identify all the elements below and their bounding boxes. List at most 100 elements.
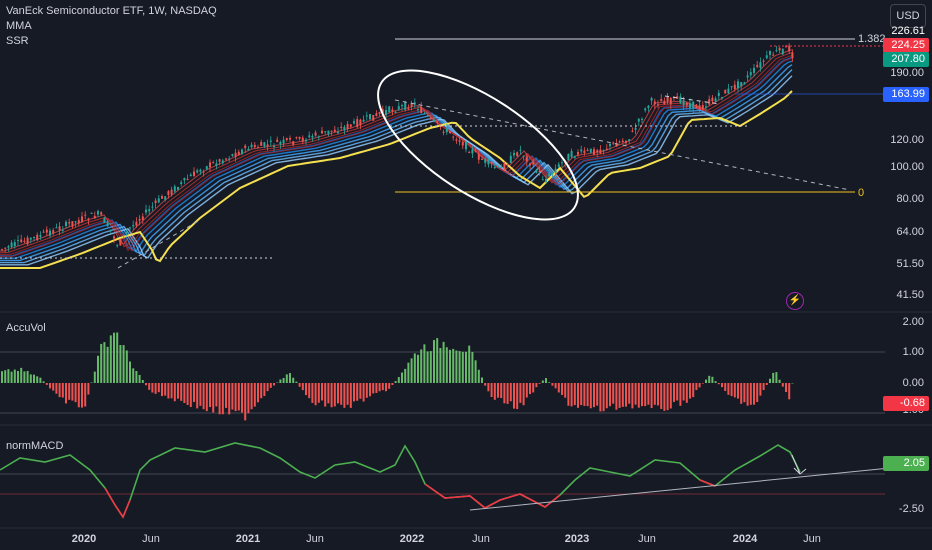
time-tick: Jun — [803, 533, 821, 545]
candle-body — [353, 121, 355, 124]
candle-body — [237, 151, 240, 156]
accuvol-bar — [119, 345, 122, 383]
accuvol-bar — [778, 379, 781, 383]
candle-body — [55, 227, 58, 229]
candle-body — [234, 152, 237, 158]
candle-body — [538, 170, 541, 172]
candle-body — [298, 136, 301, 139]
candle-body — [525, 156, 528, 162]
accuvol-bar — [497, 383, 499, 398]
accuvol-bar — [209, 383, 211, 408]
accuvol-bar — [109, 335, 112, 383]
accuvol-bar — [621, 383, 624, 407]
accuvol-bar — [724, 383, 727, 391]
candle-body — [61, 229, 64, 231]
indicator-mma-label[interactable]: MMA — [6, 20, 32, 32]
candle-body — [97, 211, 99, 215]
accuvol-bar — [391, 383, 394, 386]
candle-body — [122, 235, 125, 237]
accuvol-bar — [74, 383, 77, 403]
accuvol-bar — [589, 383, 592, 409]
accuvol-bar — [289, 373, 291, 383]
time-tick: 2020 — [71, 533, 97, 545]
accuvol-bar — [356, 383, 359, 401]
currency-button[interactable]: USD — [890, 4, 926, 28]
candle-body — [189, 174, 192, 177]
candle-body — [349, 124, 352, 127]
accuvol-bar — [49, 383, 51, 389]
mma-ribbon-line — [0, 60, 793, 259]
accuvol-bar — [490, 383, 493, 397]
accuvol-bar — [404, 368, 407, 383]
candle-body — [458, 140, 461, 142]
accuvol-bar — [13, 369, 16, 383]
candle-body — [615, 143, 618, 147]
candle-body — [397, 106, 400, 110]
candle-body — [119, 239, 122, 246]
accuvol-bar — [580, 383, 583, 406]
candle-body — [365, 115, 368, 117]
accuvol-bar — [663, 383, 666, 411]
candle-body — [145, 209, 147, 213]
accuvol-bar — [762, 383, 765, 391]
indicator-ssr-label[interactable]: SSR — [6, 35, 29, 47]
candle-body — [132, 225, 135, 227]
accuvol-bar — [609, 383, 611, 407]
accuvol-bar — [730, 383, 733, 397]
accuvol-bar — [673, 383, 675, 402]
candle-body — [577, 151, 579, 155]
accuvol-title[interactable]: AccuVol — [6, 322, 46, 334]
lightning-icon[interactable]: ⚡ — [786, 292, 804, 310]
accuvol-bar — [215, 383, 218, 407]
candle-body — [369, 114, 371, 120]
accuvol-bar — [253, 383, 256, 407]
candle-body — [529, 163, 531, 166]
accuvol-bar — [337, 383, 339, 404]
time-tick: 2021 — [235, 533, 261, 545]
candle-body — [193, 171, 195, 177]
candle-body — [743, 82, 746, 84]
accuvol-bar — [660, 383, 663, 409]
normmacd-title[interactable]: normMACD — [6, 440, 64, 452]
candle-body — [151, 206, 154, 208]
price-label-high: 226.61 — [891, 25, 925, 37]
accuvol-bar — [401, 372, 403, 383]
accuvol-bar — [641, 383, 643, 407]
accuvol-bar — [333, 383, 336, 407]
candle-body — [442, 131, 445, 133]
price-tick: 100.00 — [890, 161, 924, 173]
accuvol-bar — [129, 361, 131, 383]
accuvol-tick: 0.00 — [902, 377, 924, 389]
candle-body — [589, 148, 592, 153]
accuvol-bar — [548, 382, 551, 383]
accuvol-bar — [394, 381, 397, 383]
candle-body — [116, 245, 119, 247]
accuvol-bar — [365, 383, 368, 398]
accuvol-bar — [260, 383, 263, 399]
candle-body — [509, 155, 512, 163]
macd-last-label: 2.05 — [883, 456, 929, 471]
macd-trendline — [469, 467, 891, 511]
accuvol-bar — [721, 383, 723, 388]
accuvol-bar — [42, 381, 45, 383]
candle-body — [631, 130, 634, 132]
accuvol-bar — [785, 383, 787, 393]
accuvol-pane — [0, 332, 885, 421]
candle-body — [359, 119, 362, 126]
accuvol-bar — [100, 343, 103, 383]
accuvol-bar — [167, 383, 170, 399]
candle-body — [58, 226, 61, 231]
price-pane — [0, 38, 885, 269]
candle-body — [727, 88, 730, 94]
accuvol-bar — [26, 371, 29, 383]
candle-body — [225, 158, 227, 160]
accuvol-bar — [717, 383, 720, 385]
accuvol-bar — [753, 383, 755, 405]
accuvol-bar — [154, 383, 157, 394]
accuvol-bar — [637, 383, 640, 408]
candle-body — [215, 163, 218, 166]
candle-body — [279, 141, 282, 145]
candle-body — [113, 236, 115, 239]
candle-body — [753, 67, 755, 73]
candle-body — [292, 141, 295, 145]
